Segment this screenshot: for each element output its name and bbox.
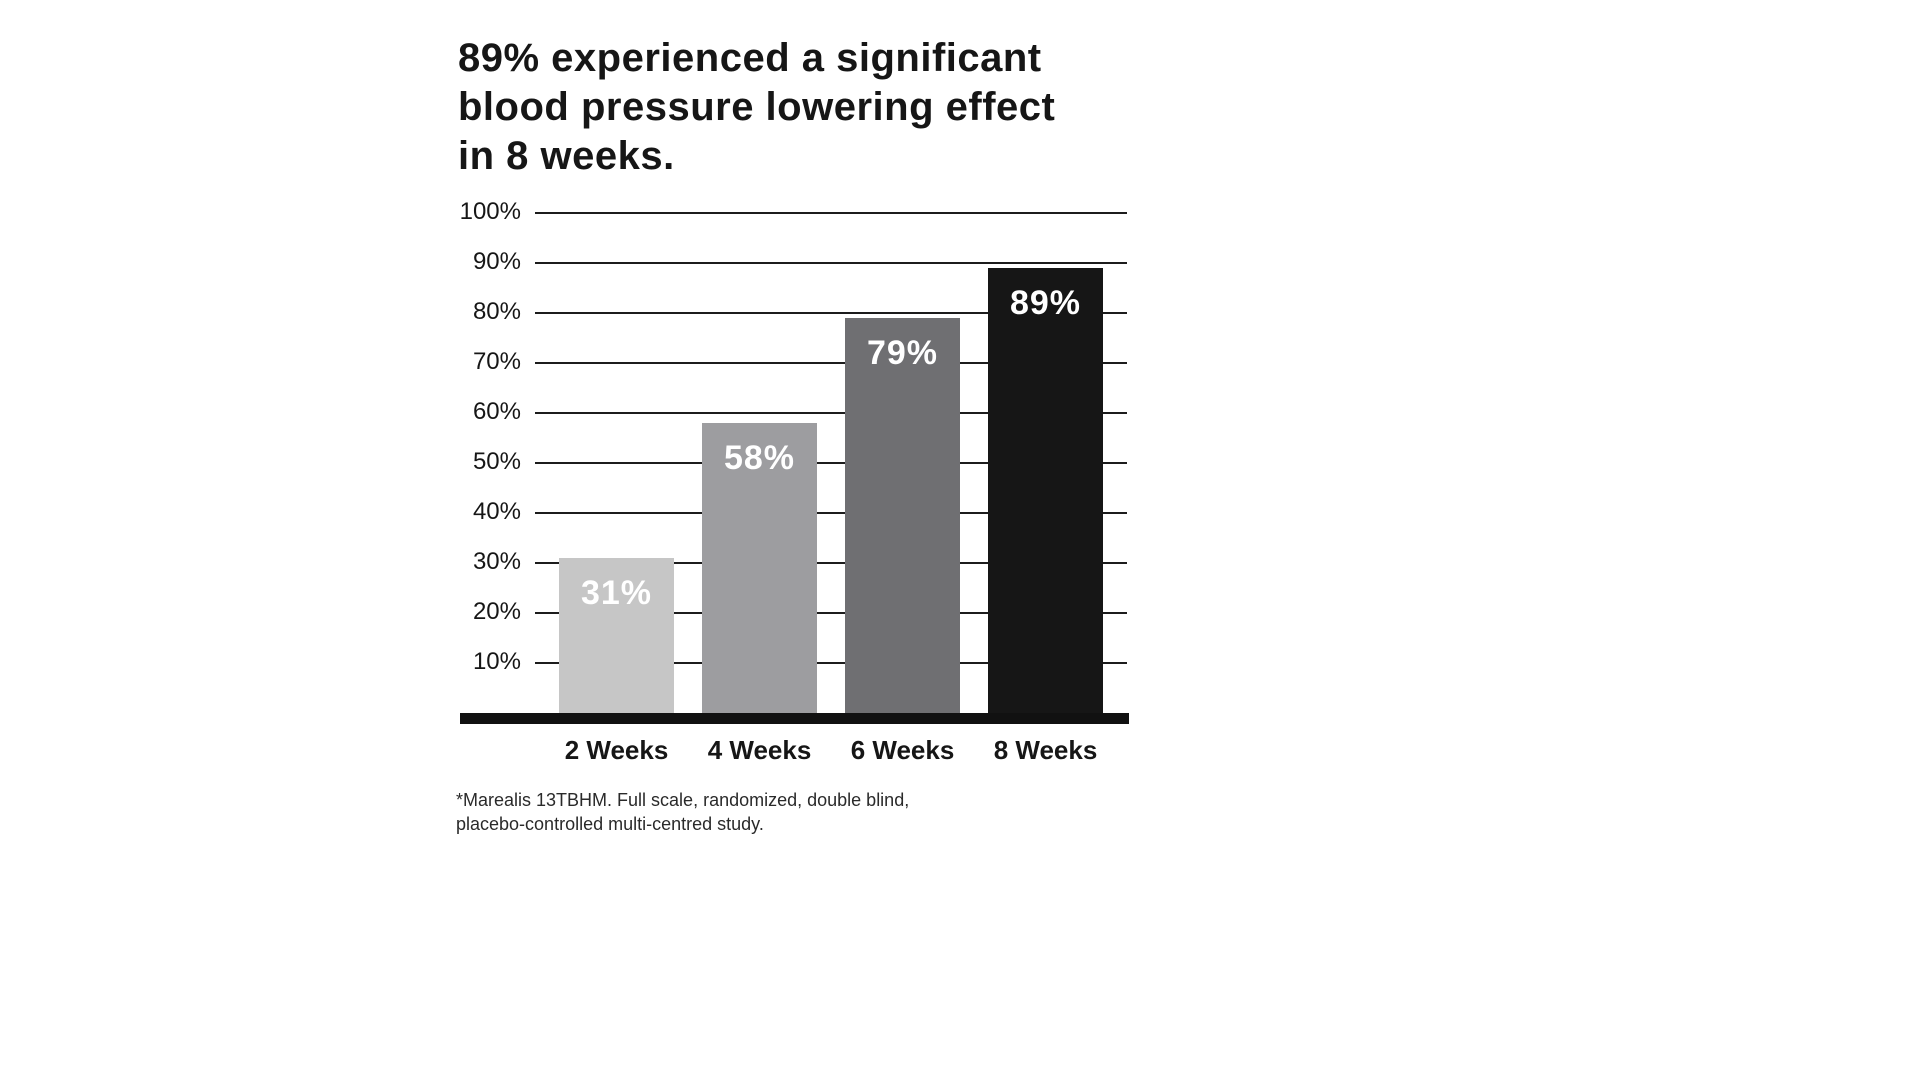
bar-6-weeks: 79%	[845, 318, 960, 713]
bar-4-weeks: 58%	[702, 423, 817, 713]
gridline: 40%	[473, 498, 1127, 525]
y-axis-tick-label: 100%	[459, 198, 521, 225]
x-category-label: 4 Weeks	[707, 735, 812, 765]
chart-plot-area: 10% 20% 30% 40% 50% 60% 70% 80% 90% 100% 31% 58% 79…	[460, 198, 1129, 765]
bar-2-weeks: 31%	[559, 558, 674, 713]
x-category-label: 8 Weeks	[993, 735, 1098, 765]
y-axis-tick-label: 40%	[472, 498, 521, 525]
bar-8-weeks: 89%	[988, 268, 1103, 713]
y-axis-tick-label: 70%	[472, 348, 521, 375]
bar-value-label: 89%	[1009, 284, 1082, 322]
gridline: 100%	[460, 198, 1127, 225]
x-axis-category-labels: 2 Weeks 4 Weeks 6 Weeks 8 Weeks	[535, 735, 1127, 766]
bars-layer: 31% 58% 79% 89%	[535, 213, 1127, 713]
bar-value-label: 79%	[866, 334, 939, 372]
y-axis-tick-label: 60%	[472, 398, 521, 425]
gridline: 80%	[473, 298, 1127, 325]
gridline: 50%	[473, 448, 1127, 475]
bar-value-label: 58%	[723, 439, 796, 477]
y-axis-tick-label: 20%	[472, 598, 521, 625]
gridline: 20%	[473, 598, 1127, 625]
x-category-label: 2 Weeks	[564, 735, 669, 765]
gridline: 10%	[473, 648, 1127, 675]
y-axis-tick-label: 80%	[472, 298, 521, 325]
y-axis-tick-label: 10%	[472, 648, 521, 675]
gridline: 60%	[473, 398, 1127, 425]
bar-value-label: 31%	[580, 574, 653, 612]
gridline: 90%	[473, 248, 1127, 275]
gridline: 70%	[473, 348, 1127, 375]
chart-footnote: *Marealis 13TBHM. Full scale, randomized…	[456, 790, 910, 835]
y-axis-tick-label: 30%	[472, 548, 521, 575]
x-axis-baseline	[460, 713, 1129, 724]
x-category-label: 6 Weeks	[850, 735, 955, 765]
gridline: 30%	[473, 548, 1127, 575]
y-axis-tick-label: 50%	[472, 448, 521, 475]
chart-title: 89% experienced a significant blood pres…	[458, 36, 1056, 178]
y-axis-tick-label: 90%	[472, 248, 521, 275]
